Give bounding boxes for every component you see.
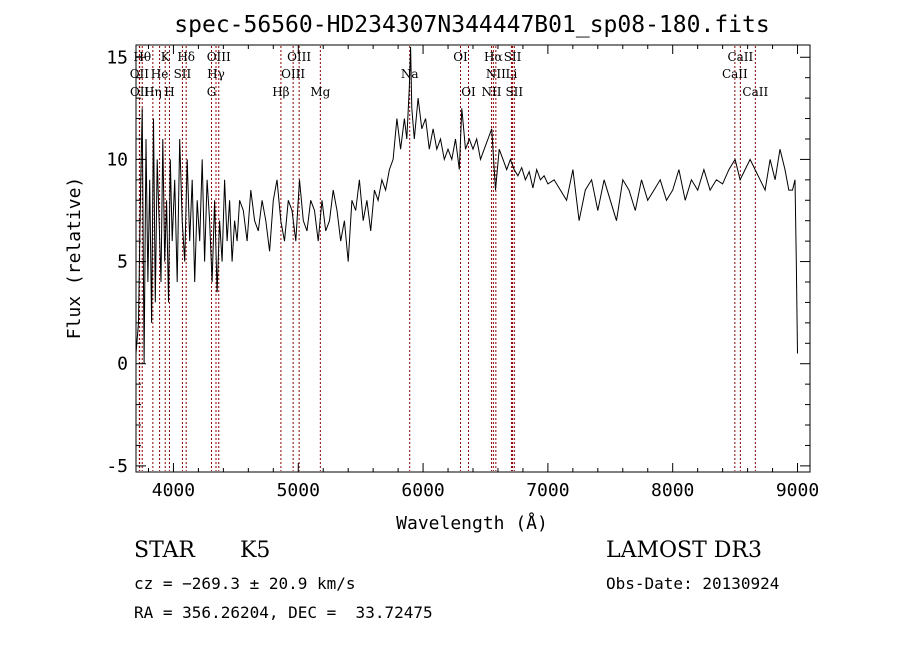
marker-label-he: He	[151, 67, 169, 81]
chart-title: spec-56560-HD234307N344447B01_sp08-180.f…	[174, 12, 769, 38]
marker-label-hγ: Hγ	[207, 67, 225, 81]
x-tick-label: 9000	[776, 480, 819, 501]
y-tick-label: 15	[106, 47, 128, 68]
y-axis-ticks: -5 0 5 10 15	[106, 47, 810, 477]
x-tick-label: 7000	[526, 480, 569, 501]
marker-label-li: Li	[506, 67, 518, 81]
y-tick-label: -5	[106, 456, 128, 477]
marker-label-nii: NII	[486, 67, 506, 81]
marker-label-caii: CaII	[727, 50, 753, 64]
spectrum-series-line	[135, 46, 798, 364]
marker-label-g: G	[207, 85, 217, 99]
y-tick-label: 10	[106, 149, 128, 170]
x-tick-label: 6000	[401, 480, 444, 501]
y-tick-label: 0	[117, 354, 128, 375]
marker-label-nii: NII	[481, 85, 501, 99]
line-marker-labels: OIIOIIHθHηHeKHSIIHδGHγOIIIHβOIIIOIIIMgNa…	[130, 50, 769, 99]
marker-label-caii: CaII	[722, 67, 748, 81]
y-tick-label: 5	[117, 252, 128, 273]
marker-label-oi: OI	[461, 85, 476, 99]
object-subclass: K5	[240, 538, 271, 563]
object-class: STAR	[134, 538, 195, 563]
marker-label-k: K	[161, 50, 171, 64]
x-axis-ticks: 4000 5000 6000 7000 8000 9000	[147, 45, 819, 501]
marker-label-hη: Hη	[144, 85, 162, 99]
marker-label-oii: OII	[130, 85, 150, 99]
ra-dec-coordinates: RA = 356.26204, DEC = 33.72475	[134, 603, 433, 622]
x-tick-label: 8000	[651, 480, 694, 501]
marker-label-hα: Hα	[484, 50, 503, 64]
marker-label-hβ: Hβ	[272, 85, 289, 99]
marker-label-oiii: OIII	[281, 67, 305, 81]
redshift-velocity: cz = −269.3 ± 20.9 km/s	[134, 574, 356, 593]
marker-label-hδ: Hδ	[177, 50, 195, 64]
marker-label-mg: Mg	[310, 85, 330, 99]
x-tick-label: 5000	[277, 480, 320, 501]
marker-label-oii: OII	[130, 67, 150, 81]
marker-label-sii: SII	[174, 67, 192, 81]
x-axis-label: Wavelength (Å)	[396, 512, 548, 534]
plot-frame	[135, 44, 811, 473]
y-axis-label: Flux (relative)	[64, 177, 85, 340]
marker-label-sii: SII	[505, 85, 523, 99]
marker-label-oiii: OIII	[287, 50, 311, 64]
survey-name: LAMOST DR3	[606, 538, 762, 563]
marker-label-caii: CaII	[742, 85, 768, 99]
marker-label-oi: OI	[453, 50, 468, 64]
observation-date: Obs-Date: 20130924	[606, 574, 780, 593]
marker-label-h: H	[164, 85, 174, 99]
marker-label-oiii: OIII	[207, 50, 231, 64]
marker-label-sii: SII	[504, 50, 522, 64]
x-tick-label: 4000	[152, 480, 195, 501]
